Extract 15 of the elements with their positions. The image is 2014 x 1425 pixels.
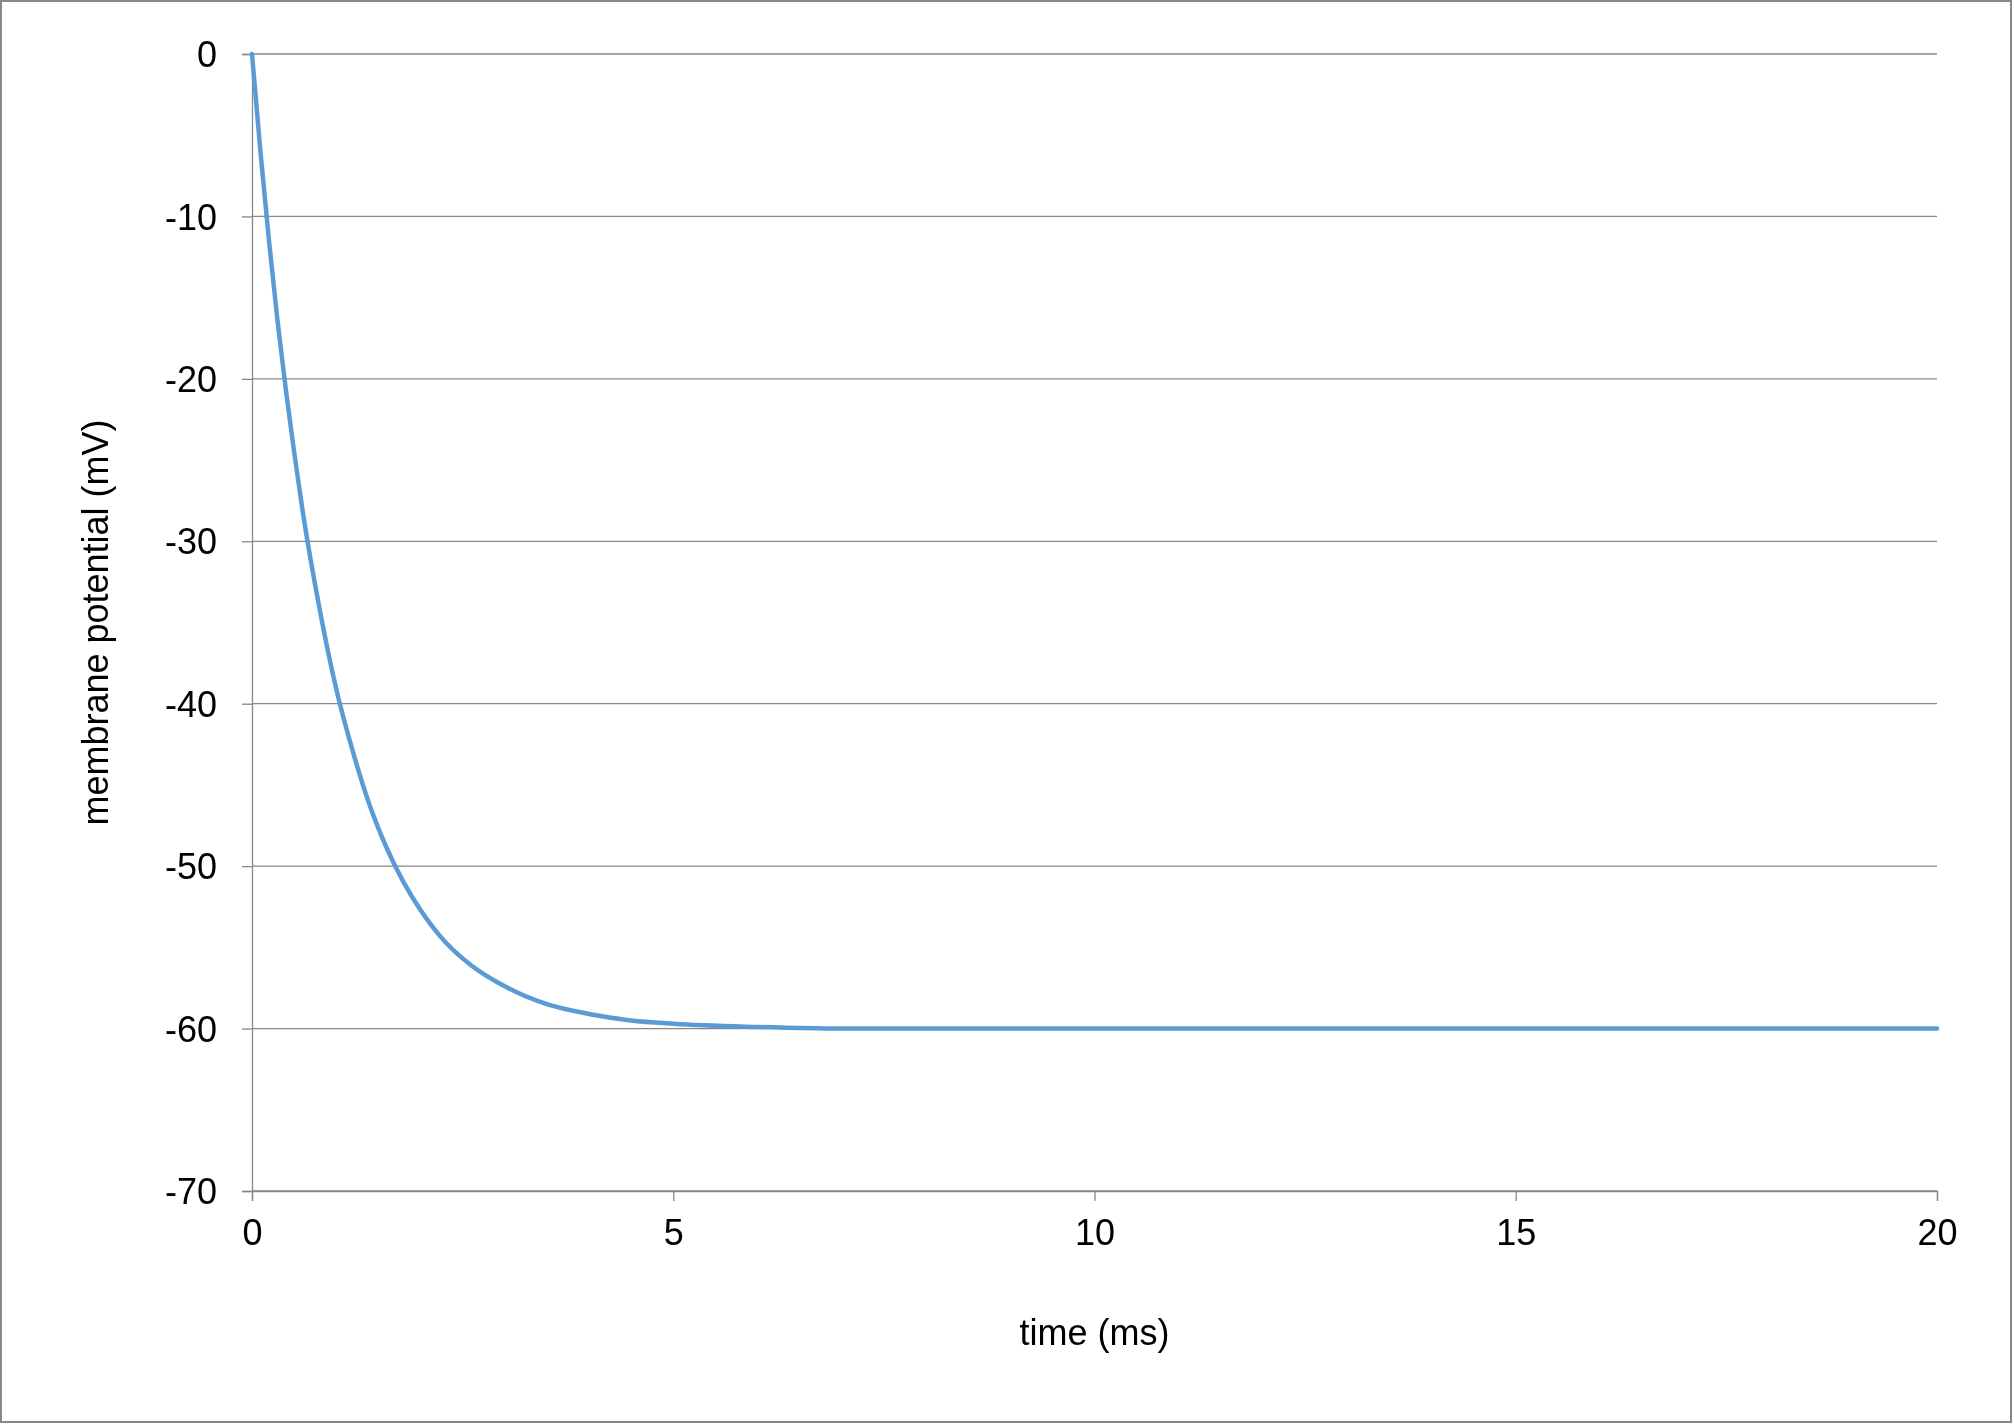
y-tick-label: -10 xyxy=(164,196,217,238)
x-tick-label: 10 xyxy=(1074,1211,1116,1253)
y-tick-label: -30 xyxy=(164,521,217,563)
y-tick-label: -20 xyxy=(164,358,217,400)
y-axis-title: membrane potential (mV) xyxy=(75,419,116,826)
y-tick-label: -40 xyxy=(164,683,217,725)
y-tick-label: -70 xyxy=(164,1171,217,1213)
x-tick-label: 20 xyxy=(1917,1211,1958,1253)
y-tick-label: -60 xyxy=(164,1008,217,1050)
x-tick-label: 5 xyxy=(663,1211,684,1253)
x-tick-label: 0 xyxy=(242,1211,263,1253)
y-tick-label: 0 xyxy=(196,34,217,76)
x-axis-title: time (ms) xyxy=(1019,1312,1170,1353)
x-tick-label: 15 xyxy=(1496,1211,1537,1253)
y-tick-label: -50 xyxy=(164,846,217,888)
